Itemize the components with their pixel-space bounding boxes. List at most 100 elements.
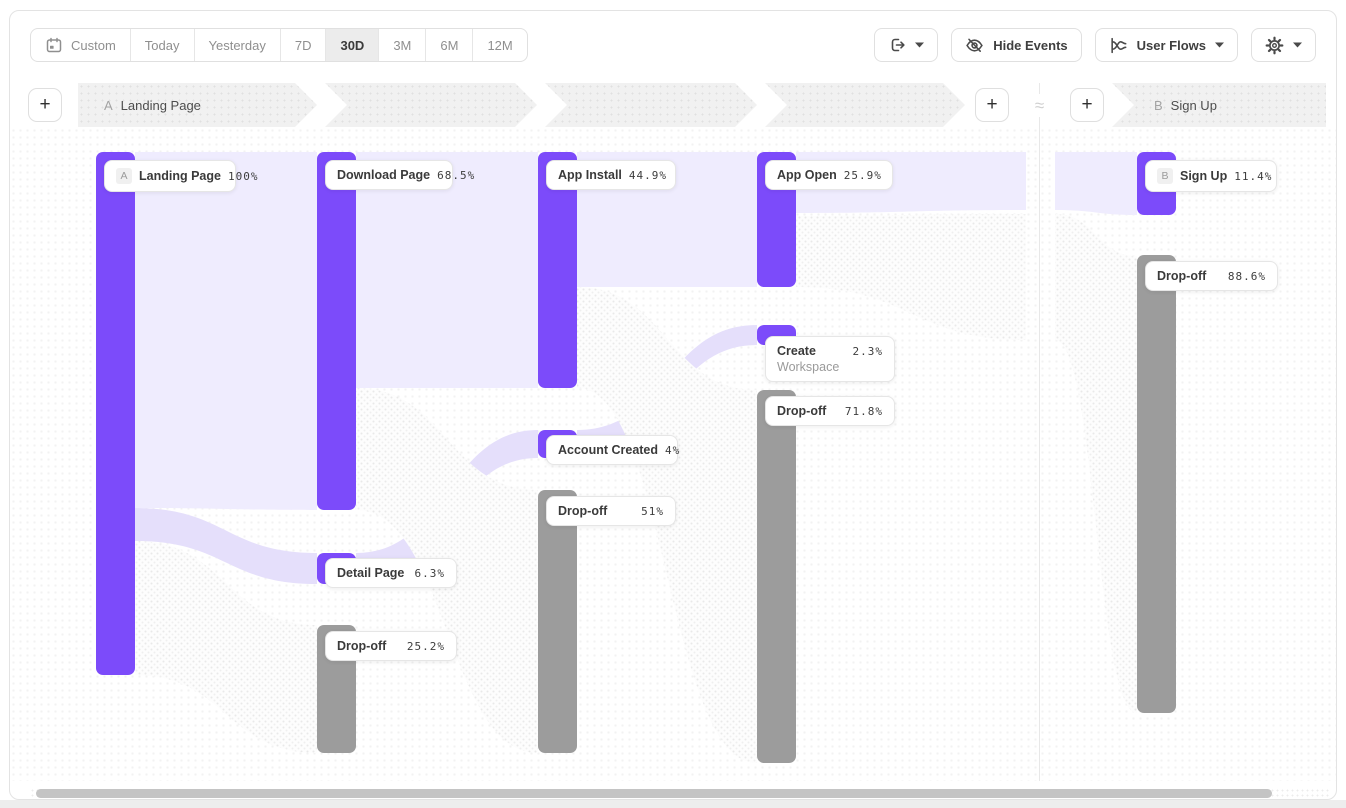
horizontal-scrollbar-track[interactable]: [30, 788, 1331, 798]
time-range-label: Today: [144, 37, 180, 53]
node-name: Sign Up: [1180, 169, 1228, 183]
settings-button[interactable]: [1251, 28, 1316, 62]
node-name: App Open: [777, 168, 837, 182]
time-range-7d[interactable]: 7D: [281, 29, 327, 61]
time-range-label: Custom: [71, 37, 116, 53]
export-icon: [888, 36, 906, 54]
node-percent: 6.3%: [414, 566, 445, 580]
add-step-button-middle[interactable]: +: [975, 88, 1009, 122]
flow-link-download-appinstall[interactable]: [356, 152, 538, 388]
flow-node-label-account[interactable]: Account Created 4%: [546, 435, 681, 465]
calendar-icon: [45, 36, 63, 54]
caret-down-icon: [1293, 42, 1302, 48]
time-range-label: 12M: [487, 37, 513, 53]
flow-band-segment: [325, 83, 537, 127]
path-a-title: A Landing Page: [104, 98, 201, 113]
flow-band-segment: [545, 83, 757, 127]
horizontal-scrollbar-thumb[interactable]: [36, 788, 1272, 798]
flow-node-bar-download[interactable]: [317, 152, 356, 510]
hide-events-button[interactable]: Hide Events: [951, 28, 1082, 62]
flow-node-bar-landing[interactable]: [96, 152, 135, 675]
hide-events-label: Hide Events: [993, 37, 1068, 53]
flow-band-segment-b[interactable]: B Sign Up: [1112, 83, 1326, 127]
flow-node-label-dropoff2[interactable]: Drop-off 25.2%: [325, 631, 457, 661]
toolbar-right: Hide Events User Flows: [874, 28, 1316, 62]
time-range-today[interactable]: Today: [131, 29, 195, 61]
flow-node-bar-dropoff5[interactable]: [1137, 255, 1176, 713]
node-percent: 68.5%: [437, 168, 476, 182]
approx-icon: ≈: [1028, 94, 1051, 117]
flow-node-label-landing[interactable]: A Landing Page 100%: [104, 160, 257, 192]
path-a-badge: A: [104, 97, 113, 113]
time-range-6m[interactable]: 6M: [426, 29, 474, 61]
time-range-12m[interactable]: 12M: [473, 29, 526, 61]
node-name: Detail Page: [337, 566, 405, 580]
node-name: Drop-off: [1157, 269, 1207, 283]
node-name: Create: [777, 344, 816, 358]
page-background-strip: [0, 800, 1346, 808]
node-name: Download Page: [337, 168, 431, 182]
node-percent: 11.4%: [1234, 169, 1273, 183]
add-step-button-left[interactable]: +: [28, 88, 62, 122]
flow-node-bar-dropoff3[interactable]: [538, 490, 577, 753]
flow-node-label-appopen[interactable]: App Open 25.9%: [765, 160, 893, 190]
time-range-label: 7D: [294, 37, 312, 53]
node-name: Drop-off: [558, 504, 608, 518]
gear-icon: [1265, 36, 1284, 55]
caret-down-icon: [1215, 42, 1224, 48]
flow-node-label-dropoff3[interactable]: Drop-off 51%: [546, 496, 676, 526]
flow-node-label-download[interactable]: Download Page 68.5%: [325, 160, 474, 190]
time-range-selector: Custom Today Yesterday 7D 30D 3M 6M 12M: [30, 28, 528, 62]
flow-node-label-dropoff5[interactable]: Drop-off 88.6%: [1145, 261, 1278, 291]
time-range-yesterday[interactable]: Yesterday: [195, 29, 281, 61]
path-b-title: B Sign Up: [1154, 98, 1217, 113]
node-name: Landing Page: [139, 169, 221, 183]
node-percent: 100%: [227, 169, 259, 183]
flow-node-label-createws[interactable]: Create 2.3% Workspace: [765, 336, 895, 382]
node-percent: 88.6%: [1227, 269, 1266, 283]
flow-link-landing-dropoff2[interactable]: [135, 541, 317, 753]
node-percent: 44.9%: [628, 168, 668, 182]
node-name: Drop-off: [777, 404, 827, 418]
time-range-label: Yesterday: [208, 37, 266, 53]
section-divider: [1039, 83, 1040, 781]
flow-band-segment-a[interactable]: A Landing Page: [78, 83, 317, 127]
node-step-badge: B: [1157, 168, 1173, 184]
flow-link-section-edge-signup[interactable]: [1055, 152, 1137, 215]
node-name: Drop-off: [337, 639, 387, 653]
view-selector-button[interactable]: User Flows: [1094, 28, 1238, 62]
path-b-badge: B: [1154, 97, 1163, 113]
flow-node-label-signup[interactable]: B Sign Up 11.4%: [1145, 160, 1277, 192]
flow-node-bar-appinstall[interactable]: [538, 152, 577, 388]
node-percent: 2.3%: [852, 344, 883, 358]
add-step-button-right[interactable]: +: [1070, 88, 1104, 122]
time-range-label: 6M: [440, 37, 459, 53]
flow-link-appopen-edge-dropoff[interactable]: [796, 214, 1026, 340]
node-name-line2: Workspace: [777, 360, 840, 374]
flow-node-label-appinstall[interactable]: App Install 44.9%: [546, 160, 676, 190]
flow-link-section-edge-dropoff5[interactable]: [1055, 214, 1137, 713]
path-a-label: Landing Page: [120, 97, 201, 113]
node-percent: 71.8%: [844, 404, 883, 418]
time-range-3m[interactable]: 3M: [379, 29, 427, 61]
flow-band-segment: [765, 83, 965, 127]
flow-node-label-detail[interactable]: Detail Page 6.3%: [325, 558, 457, 588]
line-chart-icon: [1109, 36, 1128, 55]
caret-down-icon: [915, 42, 925, 48]
time-range-custom[interactable]: Custom: [31, 29, 131, 61]
flow-node-bar-dropoff4[interactable]: [757, 390, 796, 763]
flow-link-landing-download[interactable]: [135, 152, 317, 510]
export-button[interactable]: [874, 28, 939, 62]
node-percent: 4%: [665, 443, 681, 457]
node-percent: 51%: [641, 504, 664, 518]
node-name: App Install: [558, 168, 622, 182]
flow-link-landing-detail[interactable]: [135, 508, 317, 584]
time-range-label: 3M: [393, 37, 412, 53]
path-b-label: Sign Up: [1170, 97, 1217, 113]
node-percent: 25.9%: [843, 168, 882, 182]
time-range-30d[interactable]: 30D: [326, 29, 380, 61]
view-selector-label: User Flows: [1136, 37, 1206, 53]
eye-off-icon: [965, 36, 984, 55]
flow-node-label-dropoff4[interactable]: Drop-off 71.8%: [765, 396, 895, 426]
